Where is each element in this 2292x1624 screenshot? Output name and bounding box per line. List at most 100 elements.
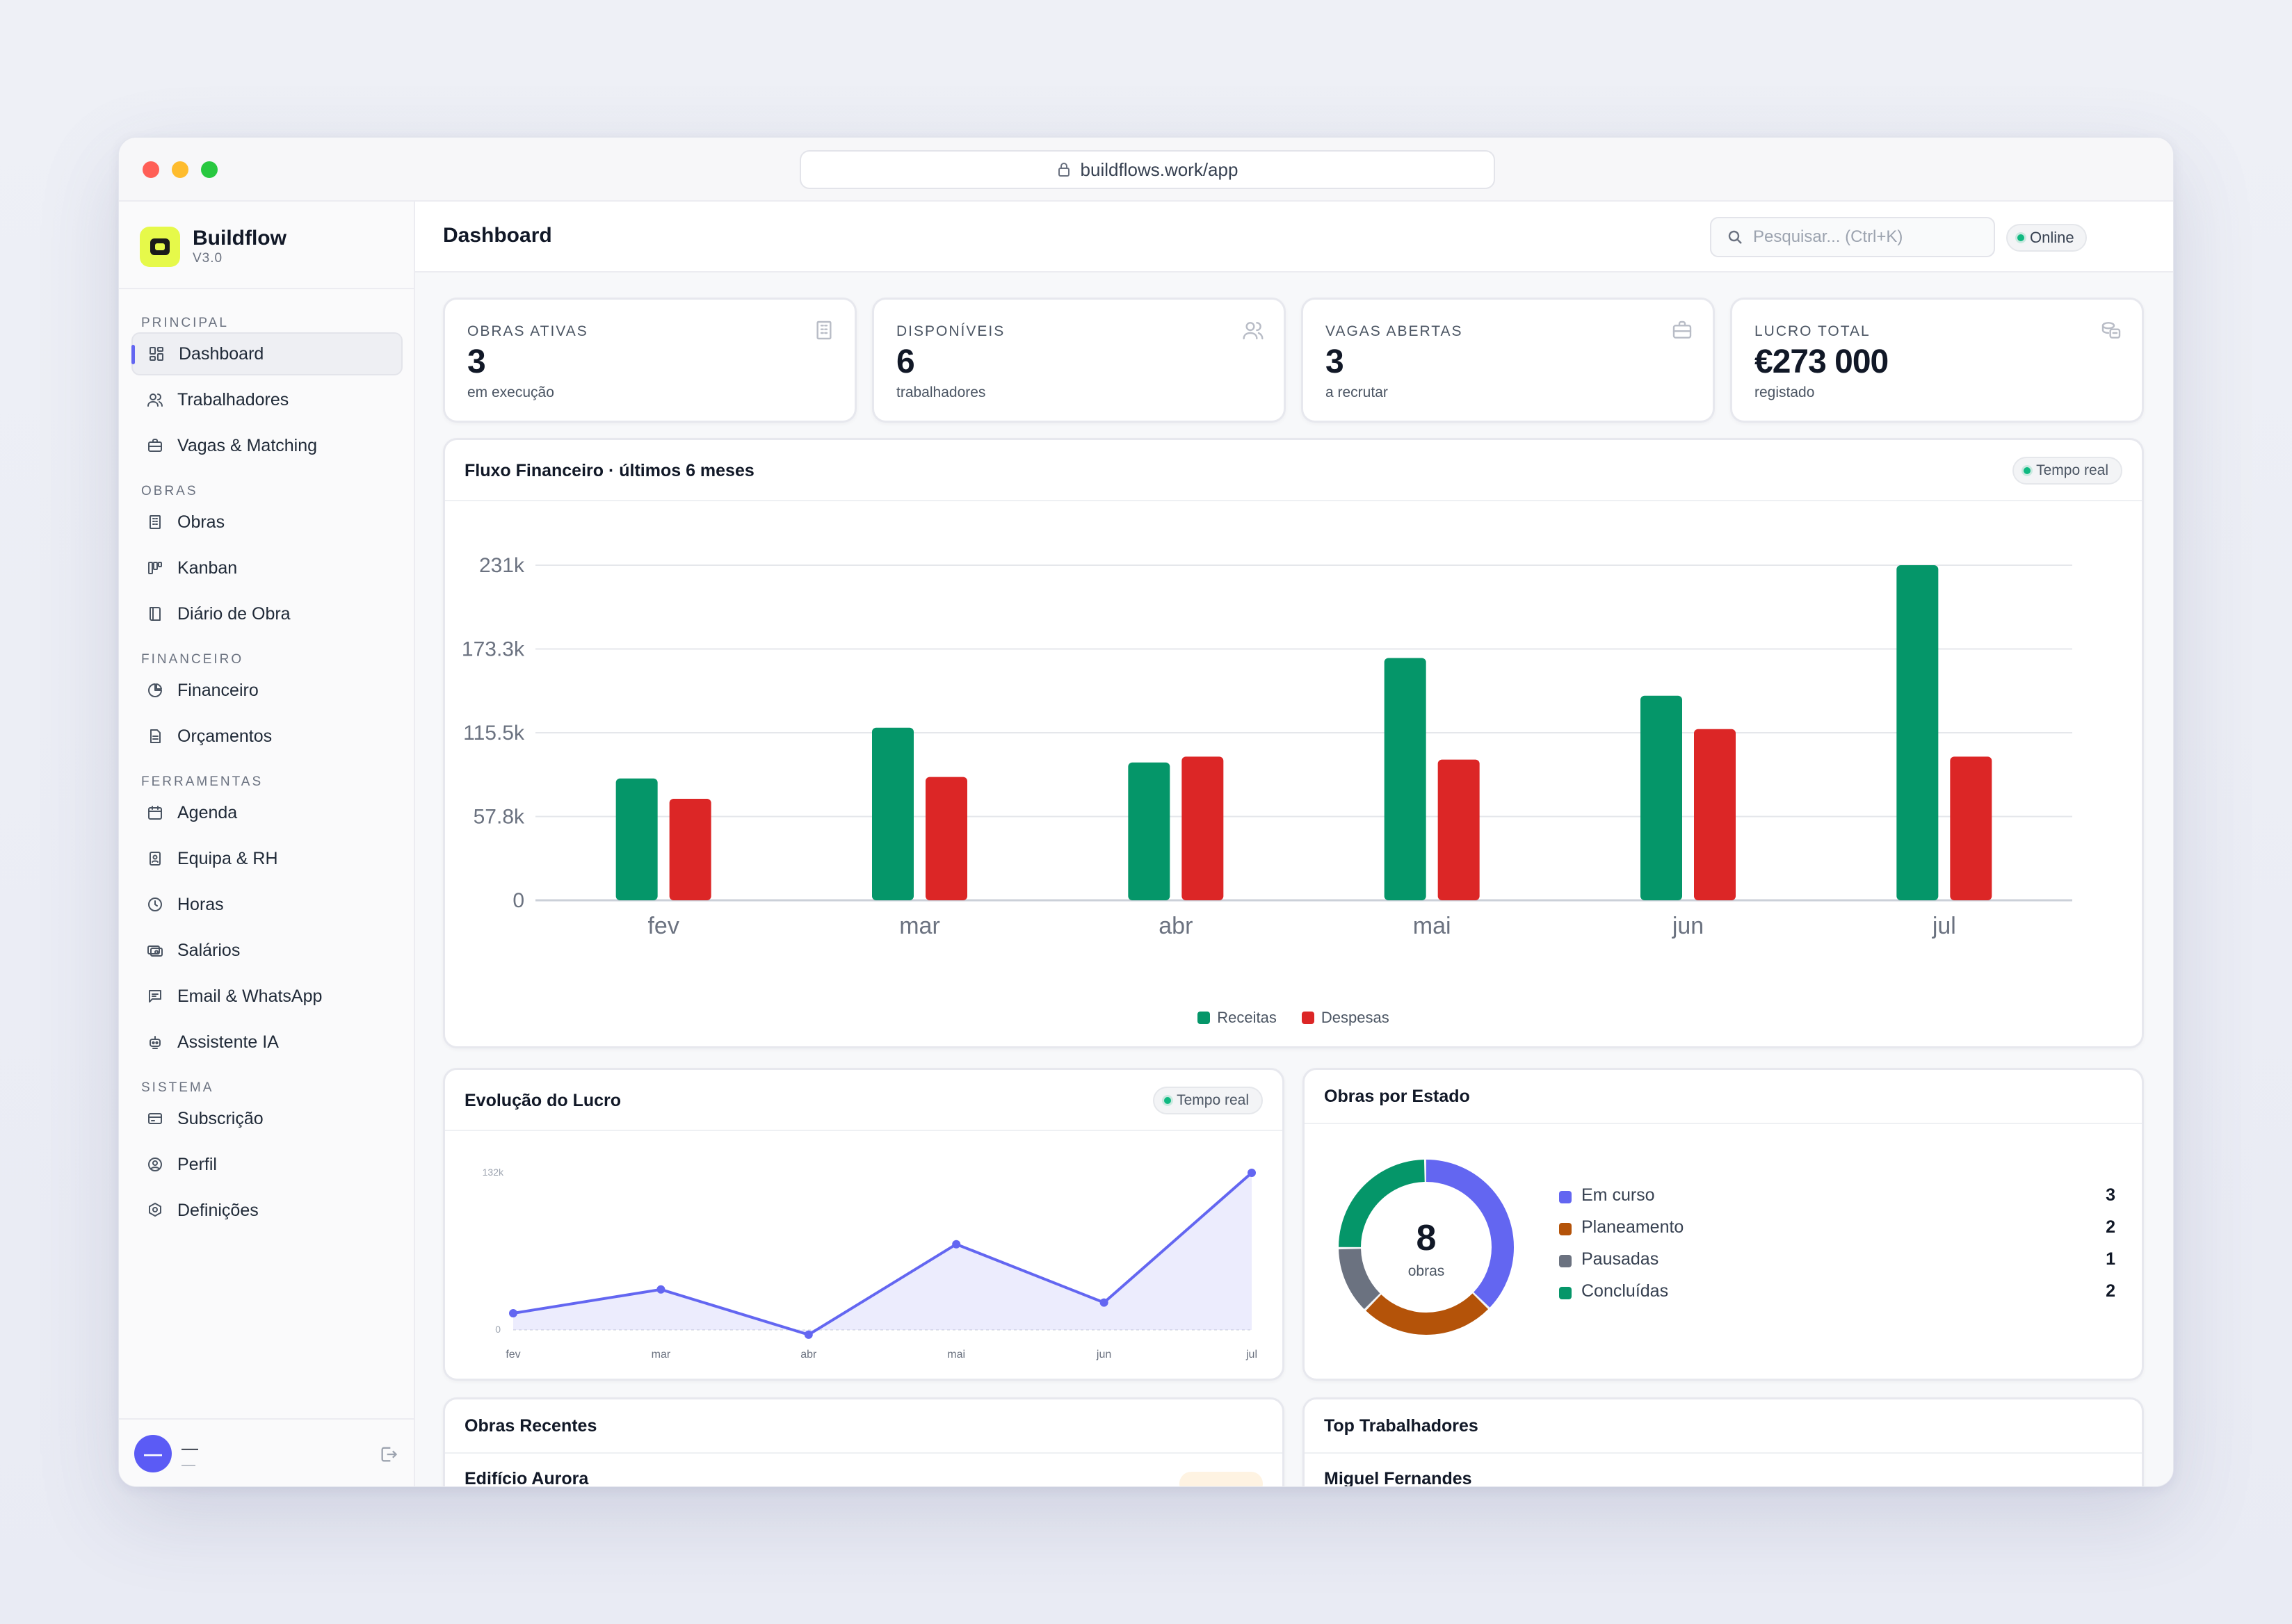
sidebar-item-trabalhadores[interactable]: Trabalhadores — [131, 378, 403, 421]
legend-swatch — [1559, 1191, 1572, 1203]
kpi-value: 6 — [896, 343, 915, 380]
profit-card: Evolução do Lucro Tempo real 0 132k fev mar… — [443, 1068, 1284, 1381]
avatar[interactable]: — — [134, 1435, 172, 1472]
close-window-button[interactable] — [143, 161, 159, 178]
kpi-card[interactable]: DISPONÍVEIS 6 trabalhadores — [872, 298, 1286, 423]
y-tick-label: 132k — [483, 1167, 504, 1178]
nav-section-label: FERRAMENTAS — [141, 774, 264, 789]
sidebar-item-label: Subscrição — [177, 1108, 264, 1128]
bar-receitas-jun — [1640, 695, 1682, 900]
sidebar-item-assistente-ia[interactable]: Assistente IA — [131, 1021, 403, 1064]
divider — [119, 288, 414, 289]
status-dot — [1164, 1097, 1172, 1104]
chart-legend: Receitas Despesas — [445, 1009, 2142, 1027]
sidebar-item-orcamentos[interactable]: Orçamentos — [131, 715, 403, 758]
status-legend: Em curso 3 Planeamento 2 Pausadas 1 Concluídas… — [1559, 1183, 2115, 1310]
profit-point-mai — [952, 1240, 961, 1249]
minimize-window-button[interactable] — [172, 161, 188, 178]
x-tick-label: mar — [899, 913, 940, 939]
sidebar-item-agenda[interactable]: Agenda — [131, 791, 403, 834]
list-item[interactable]: Edifício Aurora — [465, 1469, 589, 1487]
legend-label: Em curso — [1581, 1185, 1655, 1205]
address-bar[interactable]: buildflows.work/app — [800, 150, 1495, 189]
kpi-value: €273 000 — [1754, 343, 1889, 380]
maximize-window-button[interactable] — [201, 161, 218, 178]
bar-despesas-fev — [669, 798, 711, 900]
list-item[interactable]: Miguel Fernandes — [1324, 1469, 1472, 1487]
donut-total-label: obras — [1407, 1263, 1445, 1279]
bar-despesas-jul — [1950, 756, 1992, 900]
sidebar-footer: — — — — [119, 1418, 414, 1486]
nav-section-label: PRINCIPAL — [141, 316, 229, 330]
legend-label: Planeamento — [1581, 1217, 1684, 1237]
legend-label: Despesas — [1321, 1009, 1389, 1026]
sidebar-item-definicoes[interactable]: Definições — [131, 1189, 403, 1232]
profit-point-mar — [656, 1285, 665, 1294]
y-tick-label: 0 — [513, 889, 524, 912]
sidebar-item-equipa-rh[interactable]: Equipa & RH — [131, 837, 403, 880]
sidebar-item-diario-de-obra[interactable]: Diário de Obra — [131, 592, 403, 635]
sidebar-item-horas[interactable]: Horas — [131, 883, 403, 926]
kpi-card[interactable]: VAGAS ABERTAS 3 a recrutar — [1301, 298, 1715, 423]
donut-slice-em-curso — [1339, 1160, 1514, 1335]
user-circle-icon — [148, 1158, 162, 1171]
legend-item-pausadas[interactable]: Pausadas 1 — [1559, 1247, 2115, 1278]
sidebar-item-financeiro[interactable]: Financeiro — [131, 669, 403, 712]
sidebar-item-email-whatsapp[interactable]: Email & WhatsApp — [131, 975, 403, 1018]
sidebar-item-dashboard[interactable]: Dashboard — [131, 332, 403, 375]
brand[interactable]: Buildflow V3.0 — [140, 227, 286, 267]
sidebar-item-salarios[interactable]: Salários — [131, 929, 403, 972]
y-tick-label: 57.8k — [474, 806, 525, 829]
kpi-label: VAGAS ABERTAS — [1325, 323, 1463, 339]
sidebar-item-obras[interactable]: Obras — [131, 501, 403, 544]
kpi-card[interactable]: OBRAS ATIVAS 3 em execução — [443, 298, 857, 423]
legend-receitas[interactable]: Receitas — [1197, 1009, 1277, 1027]
y-tick-label: 0 — [495, 1324, 501, 1335]
sidebar-item-vagas-matching[interactable]: Vagas & Matching — [131, 424, 403, 467]
briefcase-icon — [1672, 320, 1692, 339]
search-input[interactable]: Pesquisar... (Ctrl+K) — [1710, 217, 1995, 257]
realtime-text: Tempo real — [1177, 1092, 1249, 1108]
y-tick-label: 173.3k — [462, 638, 525, 661]
legend-label: Receitas — [1217, 1009, 1277, 1026]
x-tick-label: fev — [506, 1349, 520, 1361]
settings-icon — [149, 1203, 161, 1217]
kpi-card[interactable]: LUCRO TOTAL €273 000 registado — [1730, 298, 2144, 423]
page-title: Dashboard — [443, 224, 552, 247]
kpi-subtitle: a recrutar — [1325, 384, 1388, 400]
status-title: Obras por Estado — [1324, 1087, 1470, 1106]
sidebar-item-label: Orçamentos — [177, 726, 273, 746]
recent-title: Obras Recentes — [465, 1416, 597, 1436]
profit-point-jul — [1248, 1169, 1256, 1177]
sidebar-item-label: Assistente IA — [177, 1032, 279, 1052]
legend-swatch — [1559, 1287, 1572, 1299]
x-tick-label: jun — [1672, 913, 1704, 939]
profit-point-abr — [804, 1330, 813, 1339]
legend-swatch — [1559, 1223, 1572, 1235]
sidebar-item-perfil[interactable]: Perfil — [131, 1143, 403, 1186]
kanban-icon — [148, 562, 162, 574]
browser-window: buildflows.work/app Buildflow V3.0 PRINC… — [118, 137, 2174, 1487]
legend-item-em-curso[interactable]: Em curso 3 — [1559, 1183, 2115, 1215]
pie-chart-icon — [148, 683, 162, 697]
bar-receitas-mai — [1384, 658, 1426, 900]
x-tick-label: jun — [1096, 1349, 1111, 1361]
user-subtitle: — — [181, 1457, 195, 1472]
url-text: buildflows.work/app — [1080, 159, 1238, 180]
nav-section-label: OBRAS — [141, 484, 198, 498]
sidebar-item-kanban[interactable]: Kanban — [131, 546, 403, 590]
sidebar-item-subscricao[interactable]: Subscrição — [131, 1097, 403, 1140]
card-header: Evolução do Lucro Tempo real — [445, 1070, 1282, 1131]
bar-receitas-fev — [615, 778, 658, 900]
cashflow-bar-chart: 0 57.8k 115.5k 173.3k 231k fev mar abr mai jun jul — [462, 554, 2072, 939]
legend-item-planeamento[interactable]: Planeamento 2 — [1559, 1215, 2115, 1247]
logout-icon[interactable] — [379, 1445, 398, 1464]
donut-total: 8 — [1416, 1218, 1437, 1258]
legend-item-concluidas[interactable]: Concluídas 2 — [1559, 1278, 2115, 1310]
legend-despesas[interactable]: Despesas — [1301, 1009, 1389, 1027]
sidebar-item-label: Email & WhatsApp — [177, 986, 323, 1006]
bar-receitas-abr — [1128, 762, 1170, 900]
kpi-label: DISPONÍVEIS — [896, 323, 1006, 339]
sidebar-item-label: Trabalhadores — [177, 389, 289, 409]
x-tick-label: mai — [947, 1349, 965, 1361]
